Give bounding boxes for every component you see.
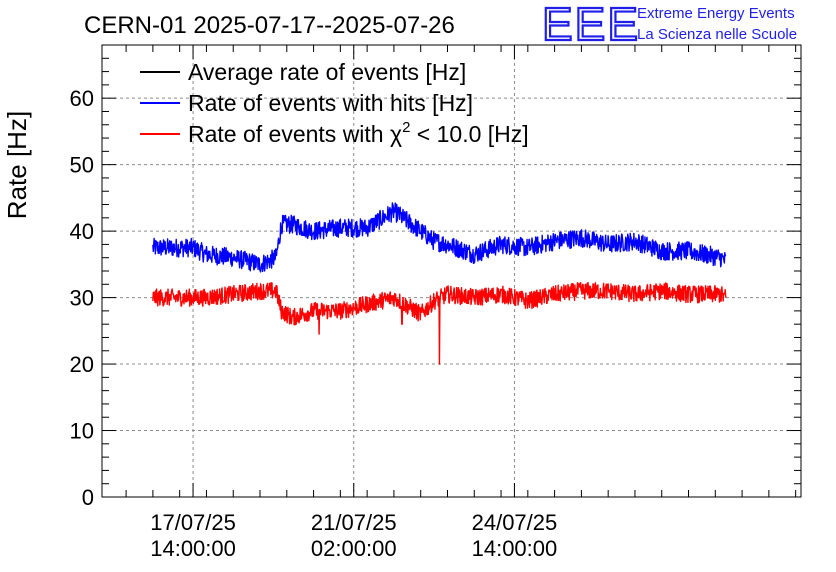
y-tick-label: 50	[70, 153, 94, 178]
brand-line-2: La Scienza nelle Scuole	[637, 26, 797, 43]
x-tick-time: 14:00:00	[472, 536, 558, 561]
y-tick-label: 20	[70, 352, 94, 377]
series-line-1	[152, 202, 727, 273]
y-tick-label: 40	[70, 219, 94, 244]
y-tick-label: 10	[70, 419, 94, 444]
brand-line-1: Extreme Energy Events	[637, 5, 795, 22]
legend-label-average: Average rate of events [Hz]	[188, 59, 466, 85]
series-layer	[152, 202, 727, 365]
x-tick-time: 02:00:00	[311, 536, 397, 561]
x-tick-date: 17/07/25	[150, 510, 236, 535]
legend: Average rate of events [Hz] Rate of even…	[140, 59, 529, 147]
axes: 010203040506017/07/2514:00:0021/07/2502:…	[70, 44, 802, 561]
plot-frame	[101, 44, 802, 498]
y-tick-label: 0	[82, 485, 94, 510]
x-tick-date: 24/07/25	[472, 510, 558, 535]
y-tick-label: 60	[70, 86, 94, 111]
chart-title: CERN-01 2025-07-17--2025-07-26	[84, 12, 455, 39]
legend-label-hits: Rate of events with hits [Hz]	[188, 90, 473, 116]
x-tick-date: 21/07/25	[311, 510, 397, 535]
y-tick-label: 30	[70, 286, 94, 311]
x-tick-time: 14:00:00	[150, 536, 236, 561]
series-line-2	[152, 281, 727, 365]
y-axis-label: Rate [Hz]	[2, 111, 32, 219]
eee-logo: EEE	[542, 0, 640, 50]
legend-label-chi2: Rate of events with χ2 < 10.0 [Hz]	[188, 119, 529, 147]
